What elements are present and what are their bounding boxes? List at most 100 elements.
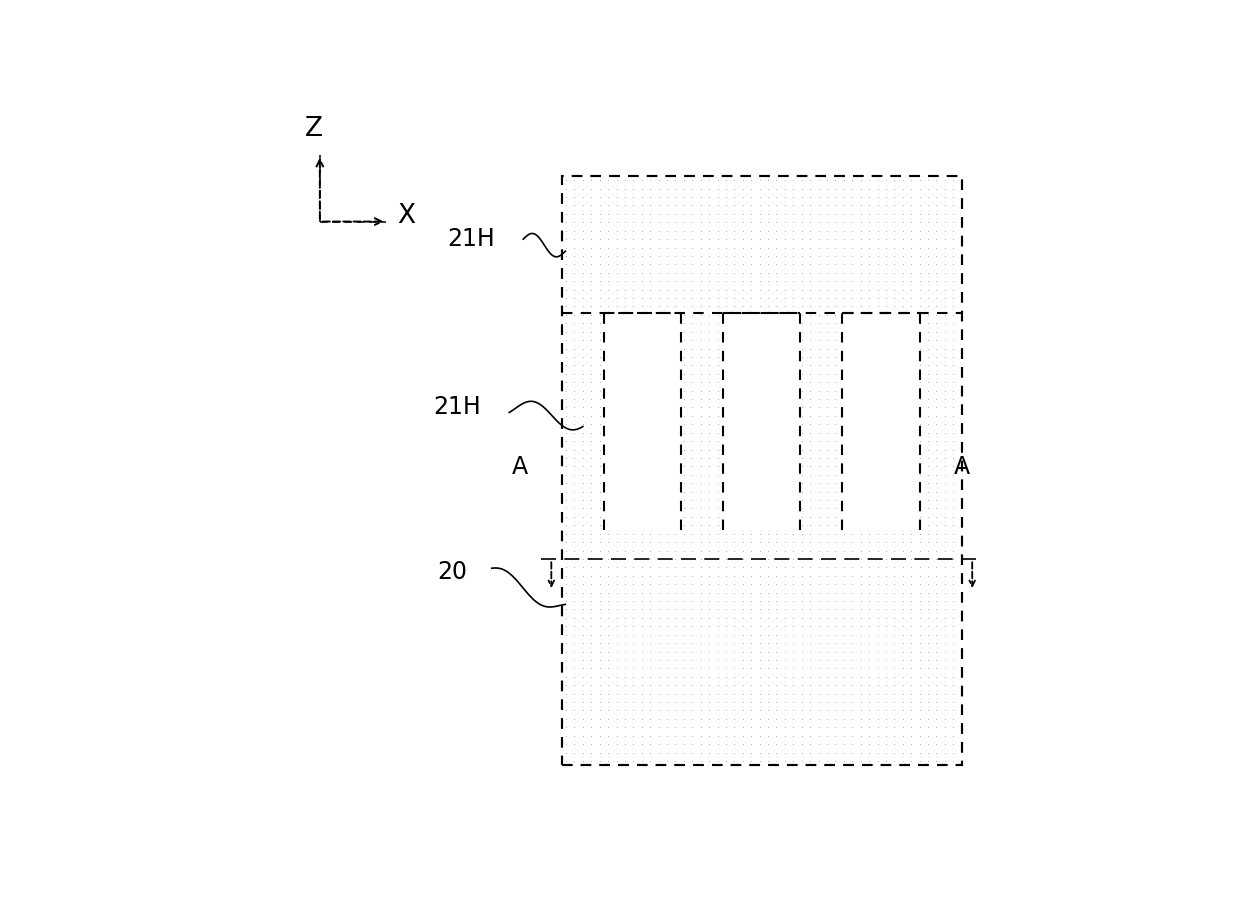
- Point: [775, 628, 795, 642]
- Point: [893, 686, 913, 701]
- Point: [632, 215, 652, 230]
- Point: [699, 366, 719, 381]
- Point: [724, 753, 744, 768]
- Point: [808, 291, 828, 305]
- Point: [893, 678, 913, 692]
- Point: [682, 610, 702, 625]
- Point: [733, 485, 753, 499]
- Point: [875, 711, 895, 726]
- Point: [792, 350, 812, 364]
- Point: [808, 316, 828, 331]
- Point: [590, 737, 610, 752]
- Point: [682, 753, 702, 768]
- Point: [875, 729, 895, 743]
- Point: [615, 189, 635, 204]
- Point: [935, 265, 955, 280]
- Point: [715, 308, 735, 322]
- Point: [800, 610, 820, 625]
- Point: [606, 661, 626, 676]
- Point: [875, 198, 895, 212]
- Point: [792, 375, 812, 390]
- Point: [666, 644, 686, 659]
- Point: [750, 241, 770, 255]
- Point: [775, 703, 795, 718]
- Point: [598, 316, 618, 331]
- Point: [859, 451, 879, 466]
- Point: [640, 189, 660, 204]
- Point: [835, 527, 854, 541]
- Point: [868, 729, 888, 743]
- Point: [893, 189, 913, 204]
- Point: [750, 509, 770, 524]
- Point: [742, 350, 761, 364]
- Point: [649, 181, 668, 196]
- Point: [582, 375, 601, 390]
- Point: [918, 257, 937, 271]
- Point: [784, 308, 804, 322]
- Point: [724, 568, 744, 583]
- Point: [649, 467, 668, 482]
- Point: [817, 678, 837, 692]
- Point: [792, 493, 812, 507]
- Point: [775, 299, 795, 313]
- Point: [826, 459, 846, 474]
- Point: [691, 442, 711, 456]
- Point: [649, 703, 668, 718]
- Point: [835, 518, 854, 533]
- Point: [842, 342, 862, 356]
- Point: [657, 442, 677, 456]
- Point: [884, 670, 904, 684]
- Point: [926, 602, 946, 617]
- Point: [784, 501, 804, 516]
- Point: [750, 720, 770, 734]
- Point: [884, 586, 904, 600]
- Point: [598, 577, 618, 591]
- Point: [624, 366, 644, 381]
- Point: [691, 257, 711, 271]
- Point: [758, 720, 777, 734]
- Point: [884, 720, 904, 734]
- Point: [564, 644, 584, 659]
- Point: [573, 602, 593, 617]
- Point: [682, 501, 702, 516]
- Point: [926, 636, 946, 650]
- Point: [875, 366, 895, 381]
- Point: [590, 350, 610, 364]
- Point: [835, 249, 854, 263]
- Point: [792, 358, 812, 373]
- Point: [884, 249, 904, 263]
- Point: [582, 670, 601, 684]
- Point: [792, 189, 812, 204]
- Point: [859, 366, 879, 381]
- Point: [649, 568, 668, 583]
- Point: [624, 711, 644, 726]
- Point: [859, 425, 879, 440]
- Point: [910, 745, 930, 760]
- Point: [649, 535, 668, 549]
- Point: [590, 485, 610, 499]
- Point: [851, 543, 870, 558]
- Point: [910, 493, 930, 507]
- Point: [556, 299, 575, 313]
- Point: [944, 678, 963, 692]
- Point: [910, 594, 930, 609]
- Point: [826, 442, 846, 456]
- Point: [708, 636, 728, 650]
- Point: [784, 241, 804, 255]
- Point: [875, 434, 895, 448]
- Point: [556, 610, 575, 625]
- Point: [675, 678, 694, 692]
- Point: [766, 602, 786, 617]
- Point: [893, 366, 913, 381]
- Point: [784, 729, 804, 743]
- Point: [657, 628, 677, 642]
- Point: [893, 207, 913, 221]
- Point: [640, 425, 660, 440]
- Point: [606, 610, 626, 625]
- Point: [649, 257, 668, 271]
- Point: [715, 636, 735, 650]
- Point: [582, 400, 601, 415]
- Point: [901, 729, 921, 743]
- Point: [590, 586, 610, 600]
- Point: [682, 535, 702, 549]
